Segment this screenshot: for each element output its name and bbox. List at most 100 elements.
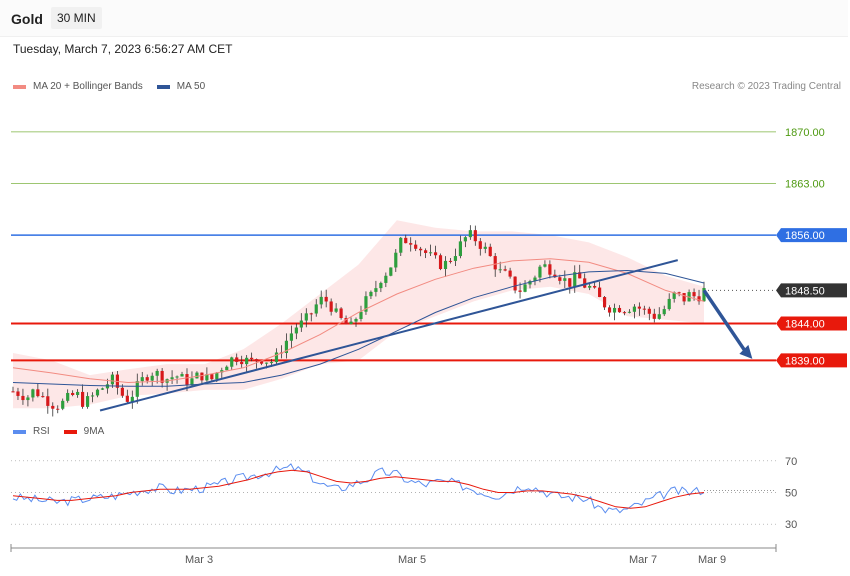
level-label-1844-00: 1844.00	[785, 319, 825, 331]
candle-body-46	[240, 361, 244, 365]
candle-body-23	[125, 395, 129, 402]
candle-body-81	[414, 244, 418, 249]
candle-body-99	[503, 269, 507, 271]
candle-body-123	[622, 312, 627, 314]
candle-body-56	[289, 333, 293, 341]
legend-swatch-rsi	[13, 429, 26, 434]
candle-body-95	[483, 246, 487, 249]
candle-body-69	[354, 318, 358, 322]
candle-body-32	[170, 377, 174, 380]
candle-body-68	[349, 321, 353, 325]
candle-body-115	[583, 278, 587, 288]
level-label-bg-1839-00	[776, 353, 847, 368]
candle-body-17	[95, 389, 100, 396]
candle-body-132	[667, 298, 671, 310]
level-label-1856-00: 1856.00	[785, 230, 825, 242]
candle-body-75	[384, 275, 388, 283]
candle-body-93	[473, 230, 477, 242]
candle-body-49	[254, 359, 259, 362]
candle-body-60	[309, 313, 313, 315]
candle-body-106	[538, 266, 542, 278]
candle-body-45	[235, 357, 239, 362]
candle-body-26	[140, 377, 144, 382]
candle-body-57	[294, 327, 298, 334]
legend-swatch-ma50	[156, 84, 170, 89]
candle-body-133	[672, 292, 676, 299]
candle-body-86	[438, 255, 443, 270]
candle-body-120	[607, 307, 612, 313]
candle-body-119	[602, 297, 607, 308]
candle-body-129	[652, 313, 656, 319]
candle-body-116	[588, 285, 592, 288]
legend-label-9ma: 9MA	[83, 426, 105, 437]
candle-body-10	[61, 400, 65, 409]
rsi-tick-70: 70	[785, 456, 797, 468]
price-legend: MA 20 + Bollinger Bands MA 50	[13, 81, 205, 92]
level-label-bg-1848-50	[776, 283, 847, 298]
candle-body-78	[399, 237, 403, 253]
candle-body-16	[90, 395, 95, 397]
candle-body-88	[448, 260, 453, 262]
candle-body-65	[334, 308, 338, 312]
candle-body-100	[508, 270, 512, 277]
candle-body-53	[274, 352, 279, 363]
ma50-line	[12, 269, 705, 387]
candle-body-126	[637, 306, 641, 309]
candle-body-110	[558, 277, 562, 281]
candle-body-111	[563, 278, 567, 281]
timeframe-badge[interactable]: 30 MIN	[51, 7, 102, 29]
candle-body-62	[319, 296, 323, 305]
x-tick-mar-9: Mar 9	[698, 554, 726, 566]
candle-body-48	[250, 357, 254, 360]
candle-body-84	[428, 252, 433, 254]
candle-body-73	[374, 288, 378, 292]
candle-body-105	[533, 277, 537, 282]
projection-arrow-shaft	[702, 289, 748, 354]
candle-body-24	[130, 396, 134, 402]
candle-body-71	[364, 296, 368, 312]
candle-body-13	[76, 391, 80, 396]
instrument-title: Gold	[11, 11, 43, 27]
candle-body-80	[409, 243, 413, 245]
candle-body-74	[379, 282, 383, 289]
candle-body-19	[105, 384, 110, 389]
candle-body-41	[215, 372, 219, 380]
candle-body-135	[682, 293, 686, 302]
header-bar: Gold 30 MIN	[0, 0, 848, 37]
trendline	[99, 259, 678, 412]
candle-body-18	[100, 388, 105, 390]
candle-body-70	[359, 311, 363, 319]
candle-body-29	[155, 370, 159, 376]
candle-body-128	[647, 308, 651, 314]
candle-body-90	[458, 241, 463, 257]
candle-body-51	[264, 362, 269, 364]
candle-body-137	[692, 292, 696, 297]
candle-body-139	[702, 287, 706, 302]
bollinger-band-area	[13, 220, 704, 409]
level-label-bg-1856-00	[776, 228, 847, 243]
candle-body-52	[269, 362, 274, 364]
candle-body-92	[468, 230, 472, 238]
candle-body-61	[314, 304, 318, 314]
candle-body-101	[513, 276, 517, 291]
legend-swatch-ma20	[13, 84, 26, 89]
candle-body-47	[245, 357, 249, 365]
candle-body-4	[31, 389, 35, 398]
candle-body-79	[404, 237, 408, 244]
candle-body-67	[344, 318, 348, 325]
candle-body-50	[259, 361, 264, 364]
candle-body-14	[81, 391, 85, 407]
projection-arrow-head	[739, 344, 753, 359]
candle-body-7	[46, 396, 50, 406]
candle-body-124	[627, 311, 632, 313]
rsi-9ma-line	[12, 469, 705, 509]
x-tick-mar-5: Mar 5	[398, 554, 426, 566]
candle-body-97	[493, 256, 497, 270]
candle-body-1	[16, 391, 20, 396]
level-label-bg-1844-00	[776, 316, 847, 331]
candle-body-44	[230, 357, 234, 367]
candle-body-9	[56, 408, 60, 410]
candle-body-114	[578, 272, 582, 279]
candle-body-0	[11, 391, 15, 393]
